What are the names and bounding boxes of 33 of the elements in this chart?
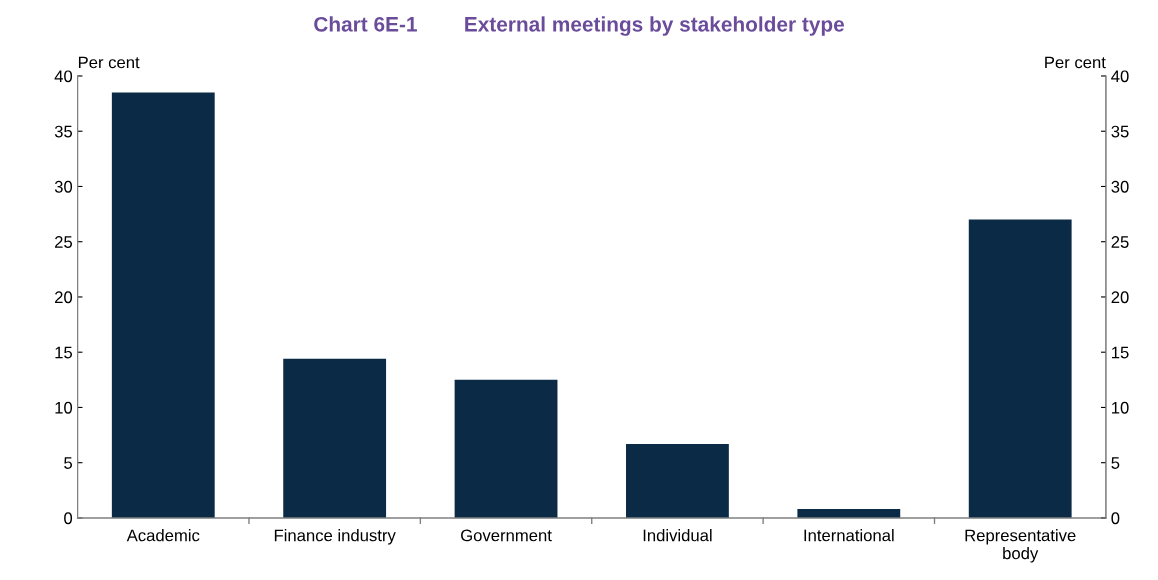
y-tick-label: 40 bbox=[54, 70, 73, 83]
x-tick-label: Finance industry bbox=[274, 529, 396, 545]
bar bbox=[968, 219, 1072, 518]
x-tick-label: Academic bbox=[126, 529, 200, 542]
y2-tick-label: 40 bbox=[1111, 70, 1129, 83]
y2-tick-label: 10 bbox=[1112, 401, 1129, 414]
bar bbox=[797, 509, 901, 518]
y-axis-title: Per cent bbox=[78, 56, 140, 69]
y-tick-label: 35 bbox=[54, 125, 73, 138]
y2-tick-label: 30 bbox=[1111, 180, 1129, 193]
y-tick-label: 10 bbox=[55, 401, 73, 414]
y-tick-label: 0 bbox=[64, 512, 73, 525]
bar bbox=[454, 379, 558, 518]
y2-axis-title: Per cent bbox=[1045, 56, 1106, 69]
x-tick-label: International bbox=[804, 529, 894, 542]
bar bbox=[626, 443, 729, 518]
x-tick-label: Individual bbox=[643, 529, 712, 542]
y2-tick-label: 25 bbox=[1111, 236, 1129, 248]
bar bbox=[283, 358, 387, 518]
bar bbox=[111, 92, 215, 518]
y-tick-label: 20 bbox=[55, 291, 73, 304]
x-tick-label: Government bbox=[461, 529, 552, 542]
chart-title: Chart 6E-1 External meetings by stakeholder type bbox=[314, 16, 845, 36]
y-tick-label: 5 bbox=[64, 457, 73, 469]
y2-tick-label: 35 bbox=[1111, 125, 1129, 138]
y2-tick-label: 5 bbox=[1111, 457, 1120, 469]
y-tick-label: 30 bbox=[54, 180, 73, 193]
y2-tick-label: 0 bbox=[1111, 512, 1120, 525]
y2-tick-label: 20 bbox=[1111, 291, 1129, 304]
y-tick-label: 25 bbox=[55, 236, 73, 248]
x-tick-label: Representative body bbox=[965, 529, 1076, 563]
y2-tick-label: 15 bbox=[1112, 346, 1129, 359]
y-tick-label: 15 bbox=[55, 346, 73, 359]
